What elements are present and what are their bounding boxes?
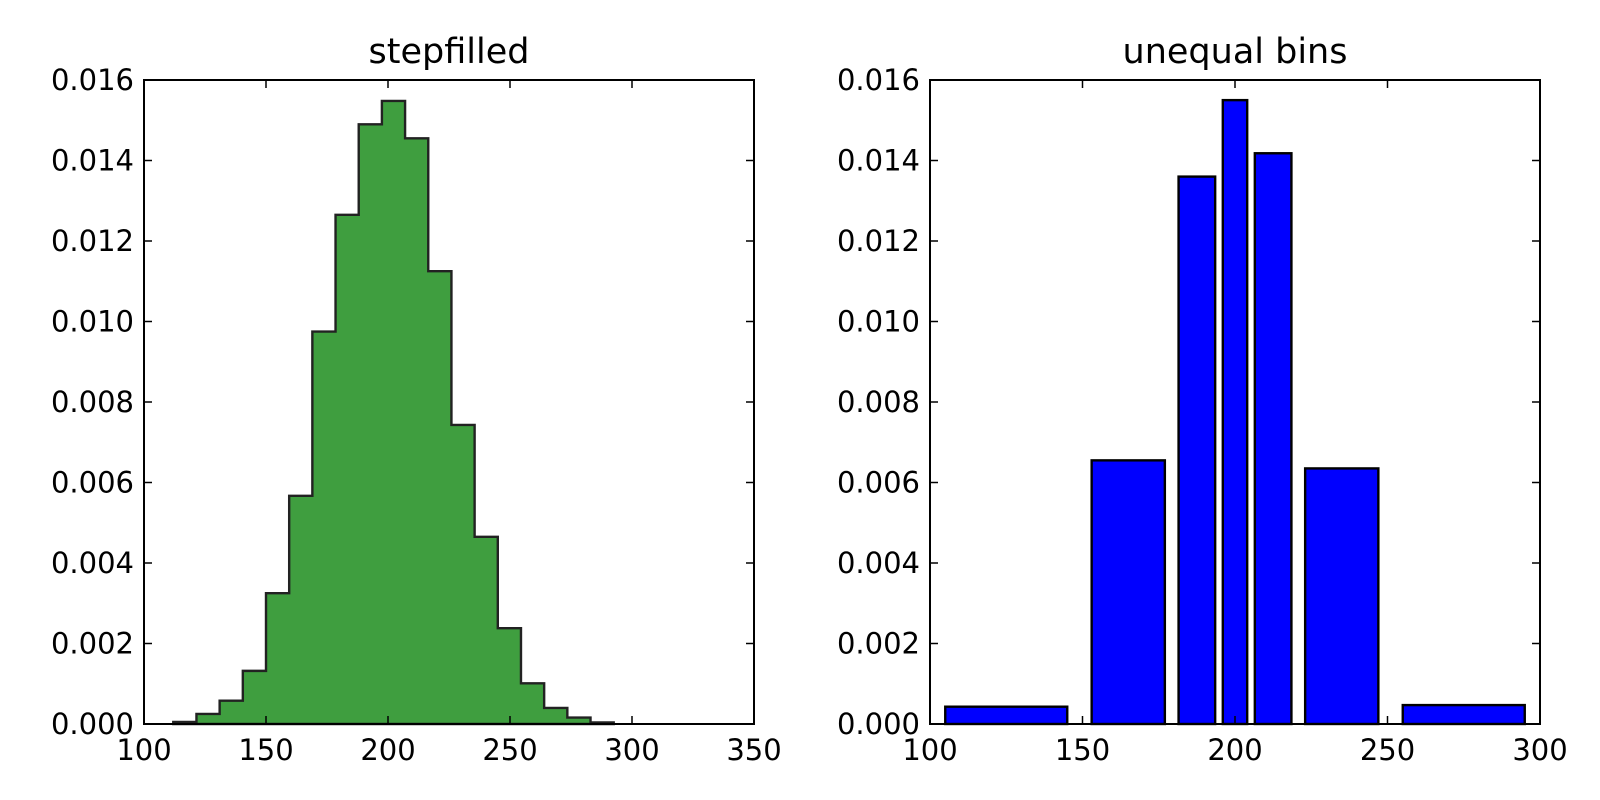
unequal-bins-histogram-panel: unequal bins 100 150 200 250 300 0.000 0.002 0.…: [837, 32, 1568, 767]
x-tick-label: 300: [604, 733, 659, 767]
y-tick-label: 0.012: [837, 224, 920, 258]
unequal-bins-ticks: 100 150 200 250 300 0.000 0.002 0.004 0.006 0.008…: [837, 63, 1568, 767]
y-tick-label: 0.002: [837, 627, 920, 661]
stepfilled-ticks: 100 150 200 250 300 350 0.000 0.002 0.004 0.006 0.…: [51, 63, 782, 767]
y-tick-label: 0.006: [51, 466, 134, 500]
stepfilled-area: [172, 99, 615, 726]
y-tick-label: 0.012: [51, 224, 134, 258]
y-tick-label: 0.008: [837, 385, 920, 419]
unequal-bins-chart-title: unequal bins: [1123, 32, 1348, 72]
x-tick-label: 200: [1207, 733, 1262, 767]
unequal-bin-bar-2: [1177, 175, 1217, 726]
x-tick-label: 300: [1512, 733, 1567, 767]
y-tick-label: 0.014: [837, 144, 920, 178]
x-tick-label: 150: [238, 733, 293, 767]
y-tick-label: 0.004: [837, 546, 920, 580]
y-tick-label: 0.004: [51, 546, 134, 580]
stepfilled-histogram-panel: stepfilled 100 150 200 250 300 350 0.000 0.002 0…: [51, 32, 782, 767]
y-tick-label: 0.000: [51, 707, 134, 741]
x-tick-label: 100: [902, 733, 957, 767]
y-tick-label: 0.014: [51, 144, 134, 178]
unequal-bin-bar-4: [1253, 152, 1293, 726]
stepfilled-chart-title: stepfilled: [369, 32, 530, 72]
unequal-bin-bar-0: [944, 705, 1069, 726]
x-tick-label: 350: [726, 733, 781, 767]
y-tick-label: 0.008: [51, 385, 134, 419]
x-tick-label: 250: [482, 733, 537, 767]
y-tick-label: 0.016: [51, 63, 134, 97]
unequal-bin-bar-3: [1221, 98, 1249, 726]
y-tick-label: 0.006: [837, 466, 920, 500]
unequal-bin-bar-5: [1303, 467, 1380, 726]
unequal-bin-bar-1: [1090, 459, 1167, 726]
x-tick-label: 200: [360, 733, 415, 767]
unequal-bin-bar-6: [1401, 703, 1526, 726]
x-tick-label: 100: [116, 733, 171, 767]
y-tick-label: 0.010: [837, 305, 920, 339]
y-tick-label: 0.016: [837, 63, 920, 97]
unequal-bins-marks: [944, 98, 1526, 726]
y-tick-label: 0.002: [51, 627, 134, 661]
stepfilled-marks: [172, 99, 615, 726]
x-tick-label: 150: [1055, 733, 1110, 767]
y-tick-label: 0.000: [837, 707, 920, 741]
x-tick-label: 250: [1360, 733, 1415, 767]
y-tick-label: 0.010: [51, 305, 134, 339]
